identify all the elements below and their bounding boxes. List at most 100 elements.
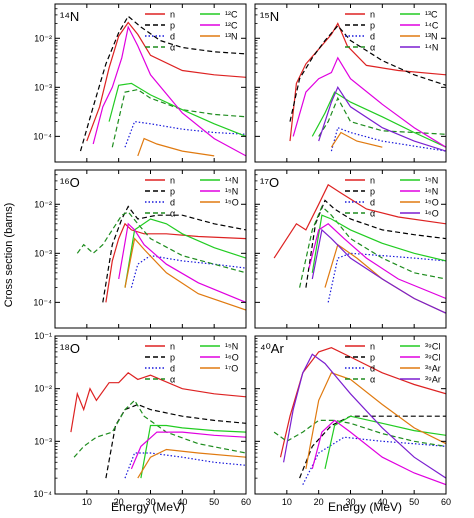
- y-tick-label: 10⁻¹: [34, 331, 52, 341]
- panel-label: ¹⁷O: [260, 175, 279, 190]
- legend-label: α: [170, 375, 175, 385]
- legend-label: d: [170, 198, 175, 208]
- series-line-3: [302, 436, 446, 485]
- y-tick-label: 10⁻³: [34, 82, 52, 92]
- y-tick-label: 10⁻⁴: [33, 489, 52, 499]
- legend-label: n: [170, 10, 175, 20]
- series-line-5: [324, 415, 446, 470]
- series-line-5: [311, 91, 446, 148]
- series-line-5: [108, 82, 246, 137]
- series-line-1: [279, 347, 446, 458]
- series-line-2: [305, 199, 446, 288]
- legend-label: ¹⁵N: [425, 176, 438, 186]
- series-group: [79, 15, 246, 157]
- y-axis-label: Cross section (barns): [3, 203, 15, 308]
- series-line-4: [273, 419, 446, 447]
- legend-label: ¹³N: [225, 32, 238, 42]
- series-group: [273, 183, 446, 314]
- y-tick-label: 10⁻³: [34, 436, 52, 446]
- x-tick-label: 10: [282, 497, 292, 507]
- series-line-1: [105, 222, 246, 303]
- legend-label: ¹²C: [225, 21, 238, 31]
- series-line-3: [124, 452, 246, 479]
- legend-label: d: [370, 32, 375, 42]
- x-tick-label: 20: [314, 497, 324, 507]
- series-line-7: [137, 137, 215, 157]
- plot-frame: [254, 169, 447, 329]
- series-line-4: [73, 399, 246, 458]
- legend-label: ¹³C: [425, 10, 438, 20]
- x-tick-label: 50: [209, 497, 219, 507]
- series-line-1: [70, 372, 246, 433]
- legend-label: α: [170, 209, 175, 219]
- legend-label: ¹⁵N: [225, 342, 238, 352]
- legend-label: d: [170, 364, 175, 374]
- legend-label: d: [170, 32, 175, 42]
- legend-label: ³⁹Ar: [425, 375, 441, 385]
- series-line-4: [111, 88, 246, 148]
- series-line-7: [324, 243, 446, 314]
- series-line-1: [273, 183, 446, 259]
- legend-label: α: [370, 375, 375, 385]
- series-line-5: [140, 424, 246, 479]
- series-line-8: [283, 353, 446, 479]
- legend-label: n: [170, 342, 175, 352]
- x-tick-label: 50: [409, 497, 419, 507]
- legend-label: ¹⁴N: [225, 176, 238, 186]
- series-line-3: [327, 252, 446, 303]
- legend-label: d: [370, 364, 375, 374]
- series-line-6: [92, 25, 246, 157]
- y-tick-label: 10⁻⁴: [33, 297, 52, 307]
- x-tick-label: 30: [145, 497, 155, 507]
- legend-label: p: [170, 187, 175, 197]
- panel-label: ¹⁸O: [60, 341, 80, 356]
- panel-label: ¹⁶O: [60, 175, 80, 190]
- y-tick-label: 10⁻³: [34, 248, 52, 258]
- series-line-2: [289, 24, 446, 122]
- legend-label: n: [370, 10, 375, 20]
- x-tick-label: 40: [377, 497, 387, 507]
- series-line-7: [124, 237, 246, 311]
- x-tick-label: 20: [114, 497, 124, 507]
- legend-label: p: [170, 353, 175, 363]
- legend-label: p: [370, 187, 375, 197]
- legend-label: p: [170, 21, 175, 31]
- y-tick-label: 10⁻²: [34, 199, 52, 209]
- series-group: [76, 205, 246, 311]
- x-tick-label: 60: [241, 497, 251, 507]
- legend-label: ¹⁷O: [225, 364, 238, 374]
- plot-frame: [54, 335, 247, 495]
- plot-frame: [254, 335, 447, 495]
- series-line-8: [318, 86, 446, 152]
- series-line-5: [311, 214, 446, 273]
- panel-label: ¹⁵N: [260, 9, 279, 24]
- plot-frame: [54, 3, 247, 163]
- series-line-2: [105, 403, 246, 479]
- legend-label: ³⁹Cl: [425, 342, 440, 352]
- x-tick-label: 40: [177, 497, 187, 507]
- series-line-1: [289, 22, 446, 142]
- series-line-7: [330, 131, 383, 148]
- x-axis-label-right: Energy (MeV): [328, 500, 402, 514]
- panel-label: ¹⁴N: [60, 9, 79, 24]
- series-line-3: [124, 120, 246, 148]
- series-line-7: [137, 448, 246, 479]
- series-group: [273, 347, 446, 486]
- legend-label: n: [370, 176, 375, 186]
- series-line-6: [308, 223, 446, 300]
- y-tick-label: 10⁻²: [34, 33, 52, 43]
- panel-label: ⁴⁰Ar: [260, 341, 284, 356]
- legend-label: ¹⁶O: [225, 353, 239, 363]
- legend-label: ¹³N: [425, 32, 438, 42]
- series-line-4: [76, 211, 246, 274]
- series-line-6: [118, 222, 246, 303]
- legend-label: α: [170, 43, 175, 53]
- y-tick-label: 10⁻⁴: [33, 131, 52, 141]
- x-tick-label: 10: [82, 497, 92, 507]
